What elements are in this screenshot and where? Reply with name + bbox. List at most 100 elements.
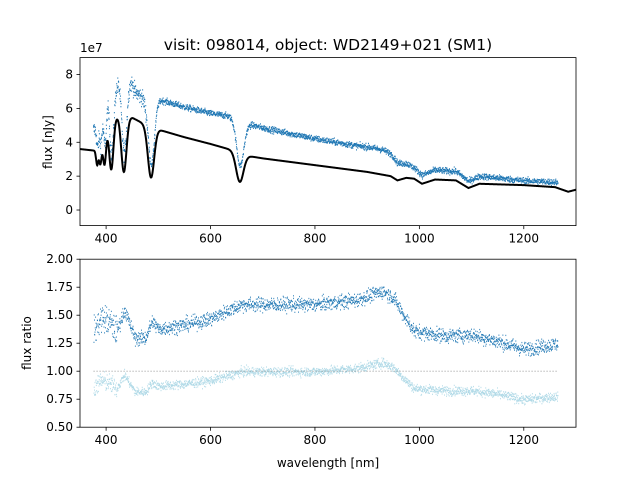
observed-point: [205, 108, 206, 109]
ratio-point: [269, 373, 270, 374]
ratio-point: [289, 365, 290, 366]
ratio-point: [544, 397, 545, 398]
observed-point: [273, 129, 274, 130]
ratio-point: [225, 380, 226, 381]
ratio-point: [545, 398, 546, 399]
observed-point: [556, 180, 557, 181]
ratio-point: [189, 382, 190, 383]
ratio-point: [334, 369, 335, 370]
ratio-point: [217, 379, 218, 380]
observed-point: [555, 180, 556, 181]
observed-point: [449, 174, 450, 175]
ratio-point: [235, 375, 236, 376]
ratio-point: [106, 317, 107, 318]
ratio-point: [445, 392, 446, 393]
ratio-point: [129, 325, 130, 326]
x-axis-label: wavelength [nm]: [277, 456, 379, 470]
ratio-point: [99, 327, 100, 328]
ratio-point: [151, 388, 152, 389]
ratio-point: [418, 391, 419, 392]
observed-point: [198, 107, 199, 108]
ratio-point: [123, 381, 124, 382]
observed-point: [156, 118, 157, 119]
ratio-point: [109, 379, 110, 380]
observed-point: [268, 129, 269, 130]
observed-point: [395, 156, 396, 157]
ratio-point: [350, 367, 351, 368]
ratio-point: [137, 387, 138, 388]
observed-point: [350, 145, 351, 146]
ratio-point: [266, 373, 267, 374]
ratio-point: [495, 394, 496, 395]
ratio-point: [252, 368, 253, 369]
ratio-point: [294, 375, 295, 376]
ratio-point: [457, 392, 458, 393]
ratio-point: [155, 382, 156, 383]
ratio-point: [369, 362, 370, 363]
observed-point: [351, 142, 352, 143]
ratio-point: [159, 388, 160, 389]
ratio-point: [212, 381, 213, 382]
observed-point: [131, 77, 132, 78]
ratio-point: [260, 374, 261, 375]
observed-point: [141, 106, 142, 107]
ratio-point: [311, 374, 312, 375]
ratio-point: [346, 368, 347, 369]
ratio-point: [549, 394, 550, 395]
ratio-point: [469, 390, 470, 391]
observed-point: [146, 124, 147, 125]
ratio-point: [381, 369, 382, 370]
ratio-point: [488, 389, 489, 390]
observed-point: [253, 128, 254, 129]
ratio-point: [193, 384, 194, 385]
ratio-point: [95, 391, 96, 392]
ratio-point: [207, 381, 208, 382]
observed-point: [499, 179, 500, 180]
observed-point: [234, 131, 235, 132]
observed-point: [104, 140, 105, 141]
ratio-point: [531, 396, 532, 397]
ratio-point: [379, 362, 380, 363]
ratio-point: [550, 398, 551, 399]
observed-point: [139, 98, 140, 99]
ratio-point: [420, 385, 421, 386]
ratio-point: [490, 393, 491, 394]
ratio-point: [128, 380, 129, 381]
ratio-point: [257, 373, 258, 374]
ratio-point: [256, 369, 257, 370]
observed-point: [166, 102, 167, 103]
ratio-point: [112, 333, 113, 334]
observed-point: [323, 137, 324, 138]
observed-point: [144, 101, 145, 102]
ratio-point: [318, 371, 319, 372]
ratio-point: [549, 402, 550, 403]
observed-point: [491, 179, 492, 180]
observed-point: [492, 175, 493, 176]
observed-point: [152, 156, 153, 157]
ratio-point: [104, 332, 105, 333]
ratio-point: [306, 368, 307, 369]
ratio-point: [330, 372, 331, 373]
ratio-point: [126, 317, 127, 318]
ratio-point: [130, 385, 131, 386]
observed-point: [488, 179, 489, 180]
ratio-point: [141, 393, 142, 394]
ratio-point: [330, 368, 331, 369]
observed-point: [135, 85, 136, 86]
observed-point: [385, 152, 386, 153]
observed-point: [227, 115, 228, 116]
ratio-point: [192, 384, 193, 385]
observed-point: [311, 140, 312, 141]
ratio-point: [264, 375, 265, 376]
ratio-point: [526, 401, 527, 402]
observed-point: [238, 157, 239, 158]
ratio-point: [94, 334, 95, 335]
ratio-point: [278, 367, 279, 368]
ratio-point: [279, 374, 280, 375]
observed-point: [141, 101, 142, 102]
ratio-point: [355, 364, 356, 365]
ratio-point: [511, 392, 512, 393]
observed-point: [420, 171, 421, 172]
observed-point: [260, 123, 261, 124]
observed-point: [398, 162, 399, 163]
